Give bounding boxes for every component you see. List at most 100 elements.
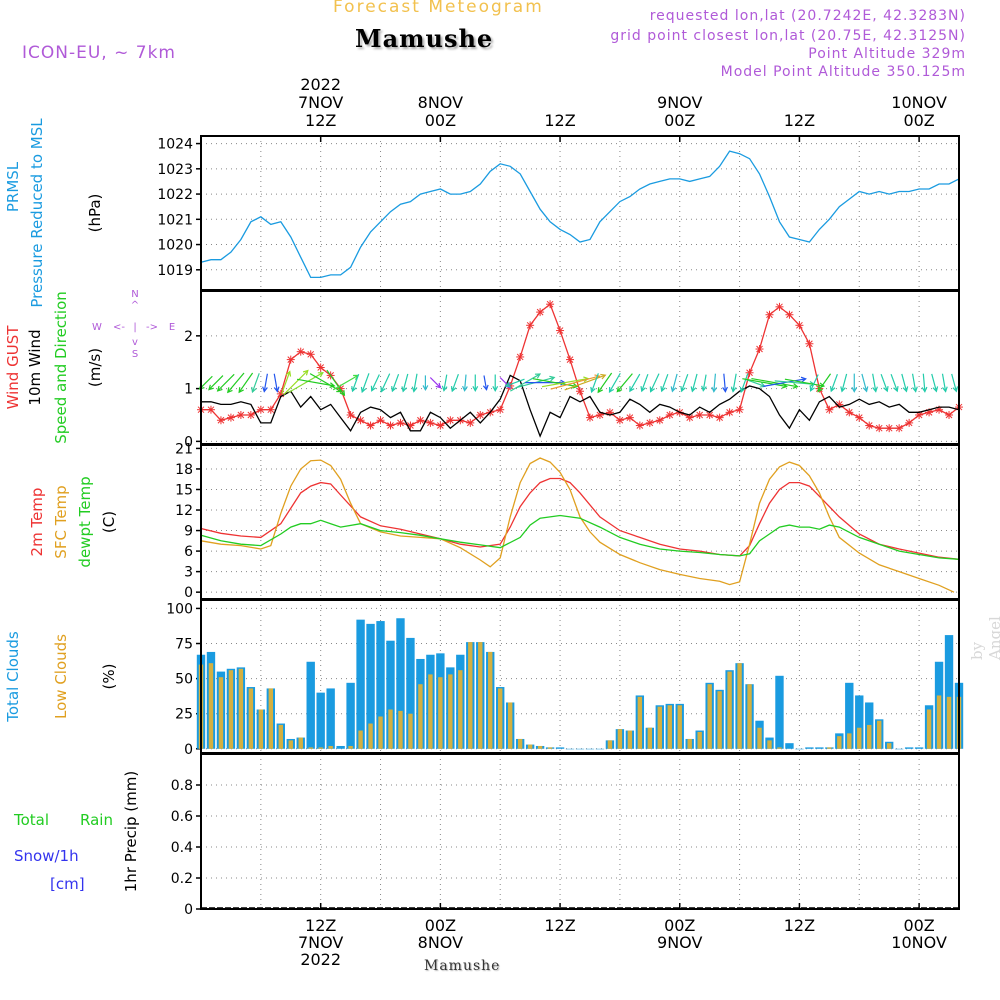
total-cloud-bar bbox=[346, 682, 355, 749]
gust-marker bbox=[376, 416, 385, 425]
gust-marker-d2 bbox=[387, 422, 394, 429]
wind-arrow-shaft bbox=[608, 372, 621, 393]
y-tick-label: 0 bbox=[184, 434, 193, 450]
low-cloud-bar bbox=[617, 729, 623, 749]
gust-marker-d2 bbox=[786, 311, 793, 319]
gust-marker bbox=[905, 418, 914, 427]
wind-arrow-shaft bbox=[901, 373, 908, 392]
wind-arrow-head bbox=[862, 386, 869, 393]
gust-marker bbox=[895, 424, 904, 433]
wind-arrow-shaft bbox=[702, 374, 707, 391]
low-cloud-bar bbox=[886, 743, 892, 749]
wind-arrow-shaft bbox=[326, 369, 345, 396]
wind-arrow bbox=[283, 369, 309, 396]
wind-arrow-shaft bbox=[872, 373, 877, 392]
wind-arrow-shaft bbox=[380, 373, 391, 392]
wind-arrow bbox=[640, 373, 649, 393]
low-cloud-bar bbox=[697, 731, 702, 749]
wind-arrow-shaft bbox=[951, 373, 957, 392]
total-cloud-bar bbox=[366, 623, 375, 749]
wind-arrow bbox=[690, 373, 698, 393]
wind-arrow bbox=[441, 374, 448, 392]
wind-arrow-head bbox=[285, 370, 292, 377]
time-label-bottom: 12Z bbox=[544, 916, 575, 935]
total-cloud-bar bbox=[944, 635, 954, 749]
wind-arrow-shaft bbox=[742, 378, 787, 388]
wind-arrow-head bbox=[629, 386, 635, 393]
wind-arrow-head bbox=[883, 386, 889, 393]
low-cloud-bar bbox=[677, 705, 682, 749]
low-cloud-bar bbox=[368, 723, 373, 749]
wind-arrow-head bbox=[380, 386, 386, 393]
gust-marker-d2 bbox=[576, 387, 584, 395]
wind-arrow bbox=[608, 372, 621, 394]
total-cloud-bar bbox=[785, 743, 794, 749]
wind-arrow-shaft bbox=[281, 371, 291, 394]
wind-arrow-shaft bbox=[296, 378, 335, 387]
series-line-2m-temp bbox=[200, 477, 960, 560]
gust-marker bbox=[885, 424, 894, 433]
panel-frame bbox=[200, 135, 960, 291]
wind-arrow-shaft bbox=[691, 373, 698, 392]
wind-arrow bbox=[360, 373, 370, 394]
y-tick-label: 12 bbox=[175, 503, 193, 519]
wind-arrow-head bbox=[912, 386, 918, 393]
wind-arrow-shaft bbox=[208, 375, 224, 391]
wind-arrow-shaft bbox=[661, 373, 669, 392]
wind-arrow bbox=[840, 373, 848, 393]
gust-marker bbox=[805, 339, 814, 348]
gust-marker-d2 bbox=[875, 424, 883, 432]
wind-arrow-head bbox=[608, 386, 615, 394]
series-line-dewpt-temp bbox=[200, 514, 960, 560]
wind-arrow bbox=[880, 373, 889, 393]
y-tick-label: 1022 bbox=[157, 187, 193, 203]
wind-arrow-shaft bbox=[671, 373, 678, 392]
watermark: by Angel bbox=[968, 616, 1000, 660]
wind-arrow-head bbox=[422, 385, 429, 392]
gust-marker bbox=[785, 310, 794, 319]
gust-marker bbox=[655, 416, 664, 425]
wind-arrow bbox=[660, 373, 669, 393]
gust-marker-d2 bbox=[586, 414, 594, 421]
compass-w-arrow: <- bbox=[113, 322, 125, 333]
wind-arrow-head bbox=[851, 386, 858, 393]
gust-marker bbox=[346, 410, 355, 419]
gust-marker-d2 bbox=[227, 414, 235, 421]
y-tick-label: 0.8 bbox=[171, 778, 193, 794]
wind-arrow bbox=[763, 376, 807, 387]
location-title: Mamushe bbox=[355, 24, 494, 53]
wind-label-2: Speed and Direction bbox=[52, 291, 70, 444]
y-tick-label: 1020 bbox=[157, 238, 193, 254]
gust-marker bbox=[695, 410, 704, 419]
low-cloud-bar bbox=[767, 740, 772, 749]
series-line-gust bbox=[201, 303, 960, 429]
gust-marker bbox=[236, 410, 245, 419]
time-label-bottom: 7NOV bbox=[298, 933, 343, 952]
wind-arrow-head bbox=[829, 386, 836, 393]
wind-arrow-shaft bbox=[361, 373, 370, 393]
low-cloud-bar bbox=[547, 747, 553, 749]
y-tick-label: 0.4 bbox=[171, 840, 193, 856]
wind-arrow-shaft bbox=[830, 373, 838, 392]
bottom-location: Mamushe bbox=[424, 958, 501, 974]
time-label-bottom: 12Z bbox=[784, 916, 815, 935]
low-cloud-bar bbox=[298, 737, 303, 749]
wind-arrow-shaft bbox=[238, 372, 254, 393]
gust-marker-d2 bbox=[945, 411, 953, 419]
wind-arrow-shaft bbox=[763, 378, 806, 387]
y-tick-label: 0.6 bbox=[171, 809, 193, 825]
total-cloud-bar bbox=[575, 748, 585, 750]
wind-arrow bbox=[326, 369, 346, 397]
gust-marker bbox=[825, 405, 834, 414]
wind-arrow bbox=[450, 373, 459, 393]
gust-marker bbox=[396, 418, 405, 427]
wind-arrow-head bbox=[360, 386, 367, 394]
wind-arrow-shaft bbox=[550, 375, 600, 390]
gust-marker-d2 bbox=[626, 414, 634, 421]
low-cloud-bar bbox=[208, 663, 214, 749]
low-cloud-bar bbox=[637, 696, 643, 749]
precip-snow-label: Snow/1h bbox=[14, 847, 79, 865]
model-altitude: Model Point Altitude 350.125m bbox=[720, 64, 966, 80]
gust-marker-d2 bbox=[437, 422, 444, 429]
wind-arrow-shaft bbox=[217, 373, 235, 392]
